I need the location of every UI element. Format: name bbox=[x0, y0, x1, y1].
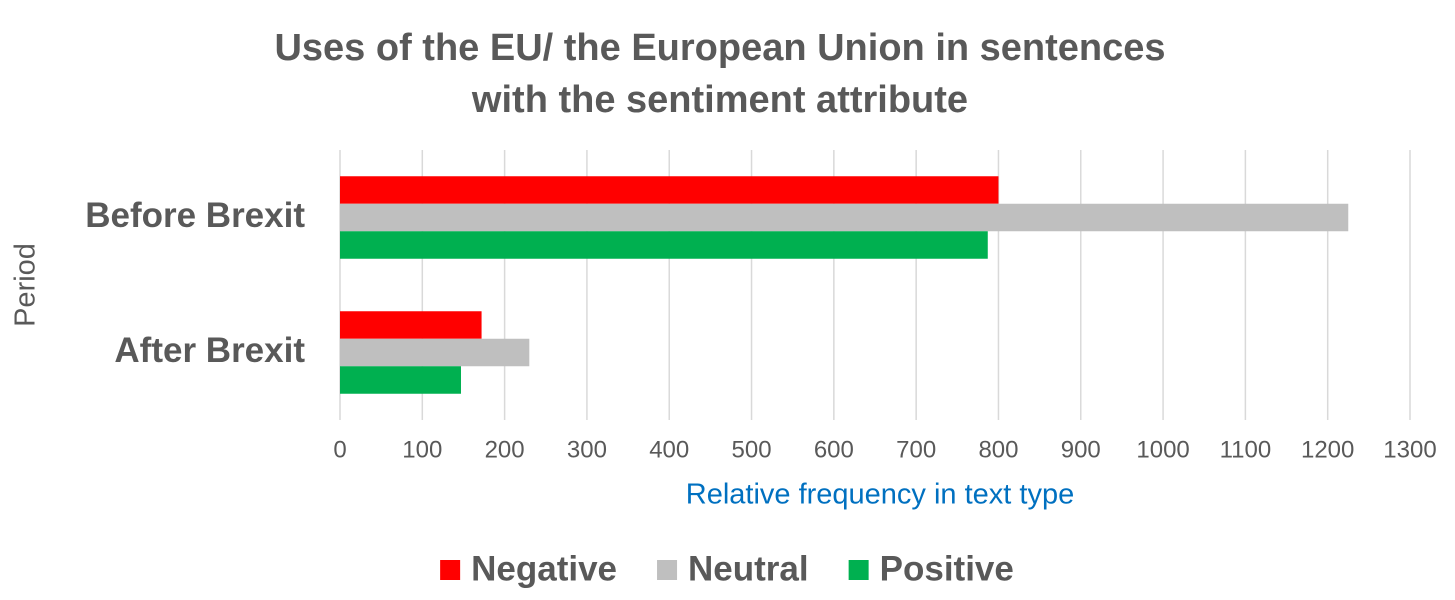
chart-title: Uses of the EU/ the European Union in se… bbox=[274, 27, 1166, 121]
y-tick-label: Before Brexit bbox=[85, 196, 305, 235]
legend-swatch bbox=[657, 560, 678, 580]
bar bbox=[340, 231, 988, 259]
bar bbox=[340, 176, 999, 204]
x-tick-label: 700 bbox=[896, 436, 936, 463]
x-tick-label: 400 bbox=[649, 436, 689, 463]
legend-swatch bbox=[440, 560, 461, 580]
x-tick-label: 100 bbox=[402, 436, 442, 463]
legend-swatch bbox=[848, 560, 869, 580]
bar bbox=[340, 311, 482, 339]
x-tick-label: 800 bbox=[978, 436, 1018, 463]
legend-label: Positive bbox=[880, 549, 1014, 588]
y-axis-label: Period bbox=[10, 243, 42, 327]
x-tick-label: 1200 bbox=[1301, 436, 1354, 463]
bar bbox=[340, 366, 461, 394]
y-tick-label: After Brexit bbox=[114, 331, 305, 370]
x-tick-label: 900 bbox=[1061, 436, 1101, 463]
bar bbox=[340, 338, 530, 367]
x-axis-label: Relative frequency in text type bbox=[686, 479, 1074, 511]
legend-label: Neutral bbox=[688, 549, 809, 588]
legend-label: Negative bbox=[471, 549, 617, 588]
x-tick-label: 1300 bbox=[1383, 436, 1436, 463]
x-tick-label: 200 bbox=[485, 436, 525, 463]
x-tick-label: 1100 bbox=[1220, 436, 1272, 463]
x-tick-label: 1000 bbox=[1136, 436, 1189, 463]
x-tick-label: 0 bbox=[333, 436, 346, 463]
x-tick-label: 500 bbox=[732, 436, 772, 463]
x-tick-label: 600 bbox=[814, 436, 854, 463]
x-tick-label: 300 bbox=[567, 436, 607, 463]
bar bbox=[340, 203, 1349, 232]
